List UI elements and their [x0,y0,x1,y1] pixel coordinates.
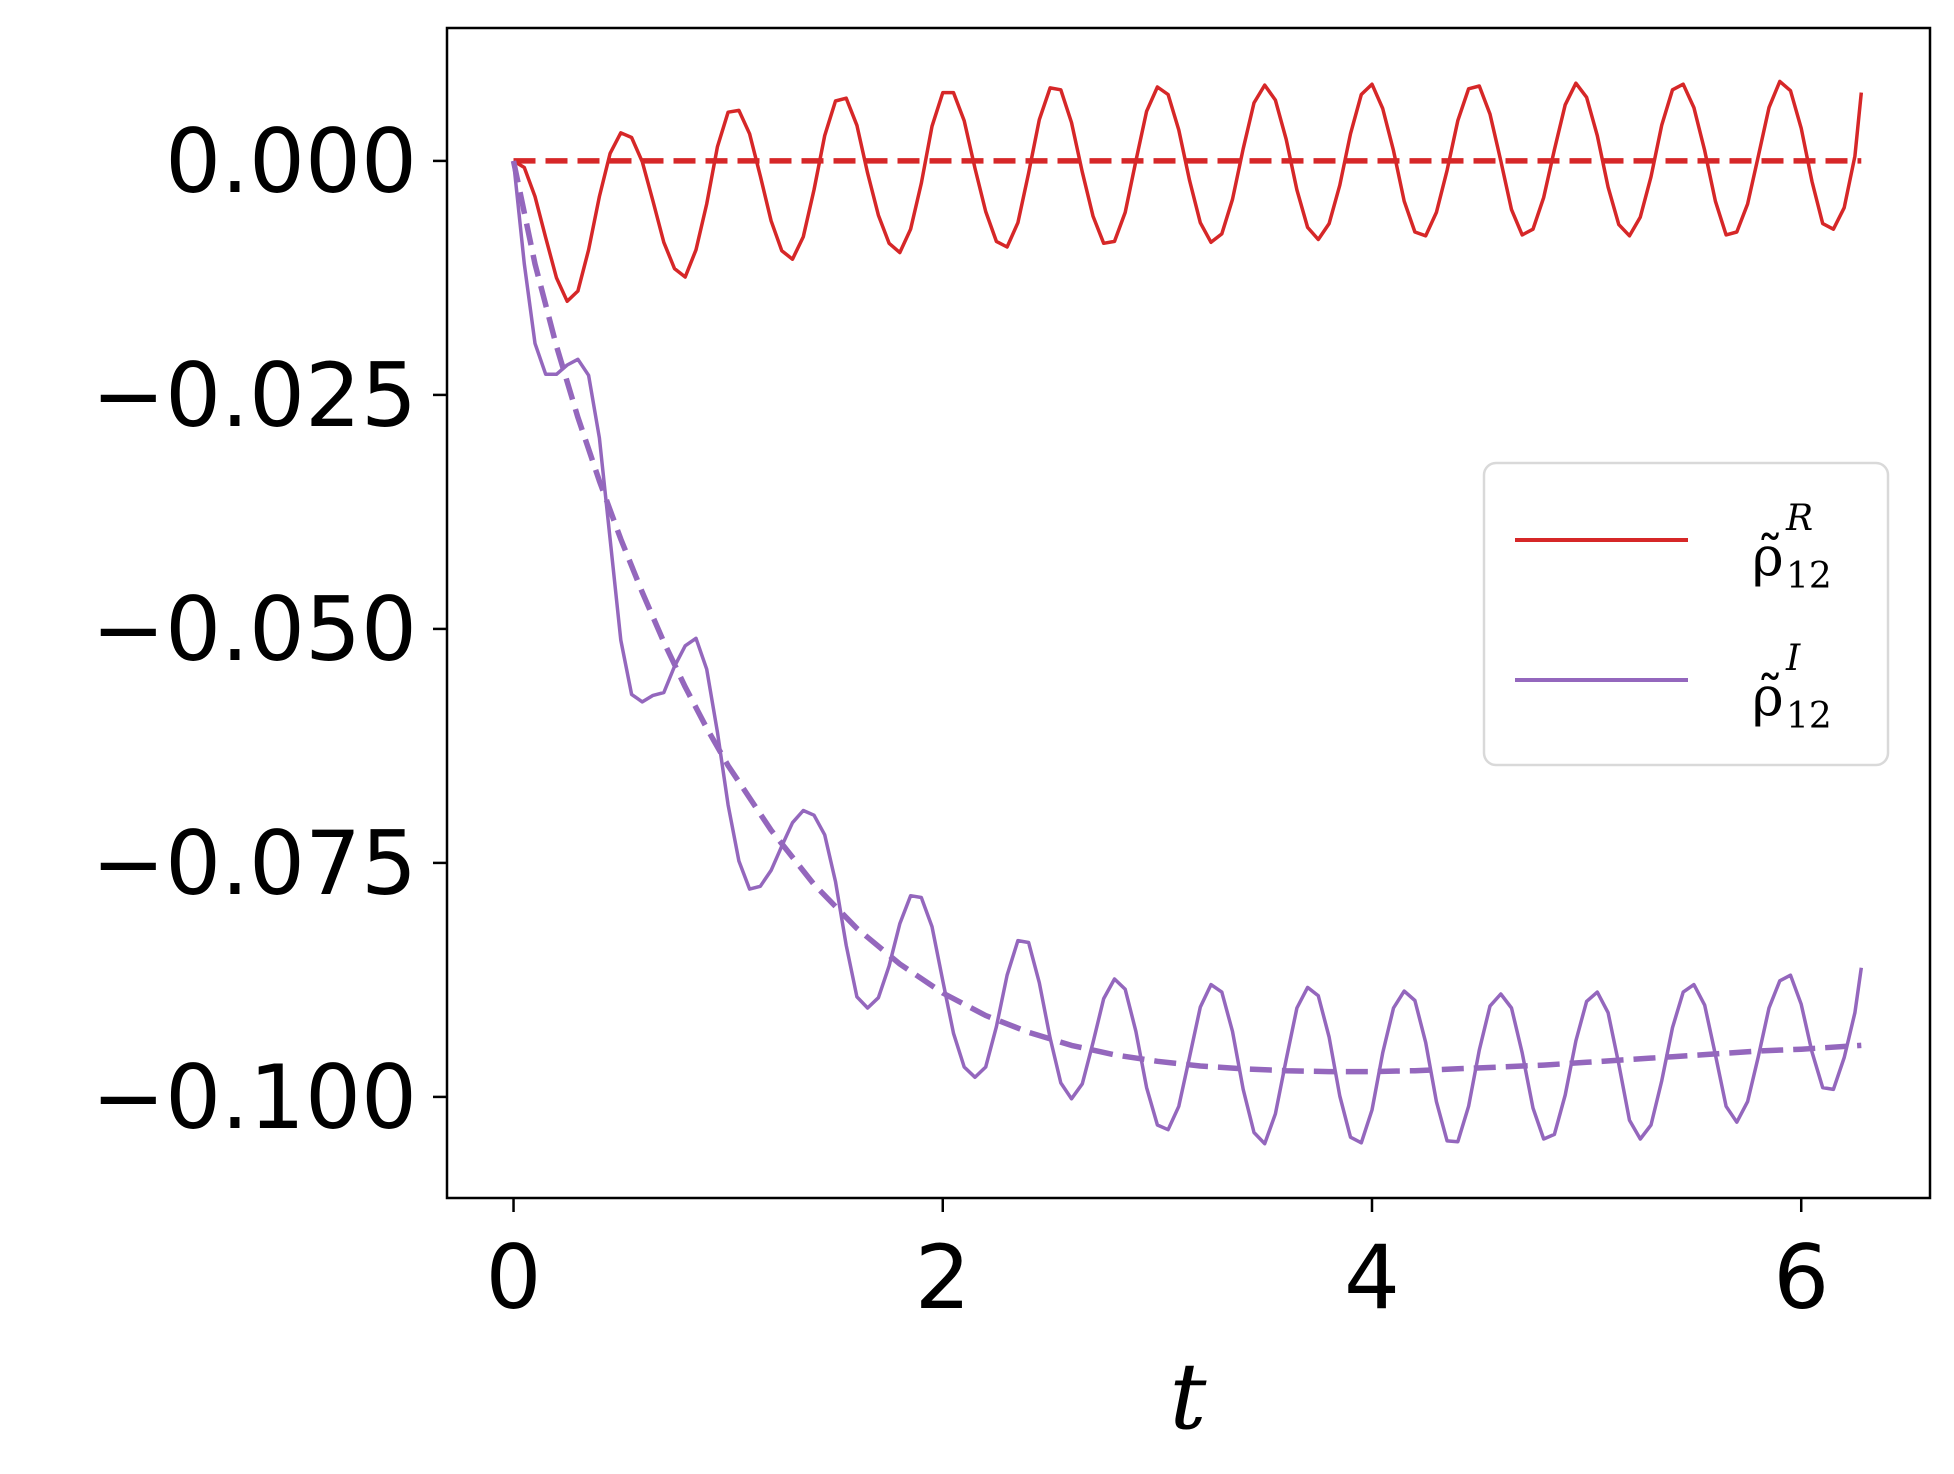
y-tick-label: −0.050 [91,578,417,681]
legend-label-rho12-i-sub: 12 [1786,696,1832,737]
x-tick-label: 6 [1773,1226,1829,1329]
x-tick-label: 2 [915,1226,971,1329]
series-line-2-solid [511,160,1864,1146]
y-tick-label: 0.000 [165,110,417,213]
legend-entry-rho12-r: ρ̃ R 12 [1515,498,1832,597]
x-tick-label: 4 [1344,1226,1400,1329]
x-axis-label: t [1170,1343,1208,1450]
series-line-3-dashed [510,160,1862,1075]
y-tick-label: −0.075 [91,812,417,915]
legend: ρ̃ R 12 ρ̃ I 12 [1482,461,1890,767]
legend-label-rho12-r-sub: 12 [1786,556,1832,597]
y-tick-label: −0.025 [91,344,417,447]
series-line-0-solid [512,79,1864,304]
legend-label-rho12-r-base: ρ̃ [1752,525,1784,588]
legend-label-rho12-r-sup: R [1785,498,1813,539]
plot-frame [445,26,1932,1200]
legend-entry-rho12-i: ρ̃ I 12 [1515,638,1832,737]
legend-label-rho12-i-sup: I [1785,638,1801,679]
x-tick-label: 0 [486,1226,542,1329]
y-tick-label: −0.100 [91,1046,417,1149]
legend-label-rho12-i-base: ρ̃ [1752,665,1784,728]
